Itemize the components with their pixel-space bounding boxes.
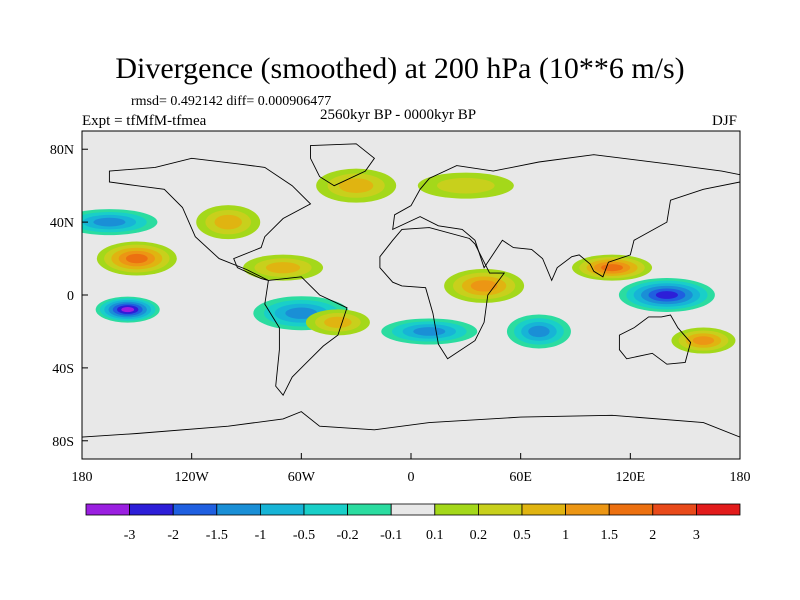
coastline-south-america (264, 276, 348, 397)
colorbar-box (129, 503, 174, 516)
colorbar-box (434, 503, 479, 516)
colorbar-box (303, 503, 348, 516)
coastline-eurasia (392, 154, 740, 282)
contour-fill (601, 264, 623, 272)
experiment-label: Expt = tfMfM-tfmea (82, 113, 207, 129)
colorbar: -3 -2 -1.5 -1 -0.5 -0.2 -0.1 0.1 0.2 0.5 1 1.5 2 3 (85, 503, 741, 543)
anomaly-region (316, 168, 397, 203)
colorbar-box (565, 503, 610, 516)
contour-fill (413, 327, 446, 336)
y-tick-label: 0 (67, 289, 74, 304)
contour-fill (692, 336, 715, 345)
colorbar-box (172, 503, 218, 516)
colorbar-label: -3 (124, 528, 136, 543)
coastline-africa (379, 227, 506, 360)
contour-fill (470, 280, 498, 292)
anomaly-region (618, 278, 715, 312)
colorbar-box (216, 503, 261, 516)
contour-fill (121, 306, 135, 313)
anomaly-region (196, 205, 261, 240)
colorbar-label: 1.5 (600, 528, 618, 543)
anomaly-region (417, 172, 514, 199)
contour-fill (285, 307, 318, 319)
coastline-greenland (310, 143, 376, 187)
anomaly-region (96, 241, 177, 276)
anomaly-region (671, 327, 736, 354)
x-tick-label: 60W (288, 470, 316, 485)
x-tick-label: 180 (730, 470, 751, 485)
colorbar-label: -0.1 (380, 528, 402, 543)
contour-fill (265, 262, 301, 274)
divergence-field (82, 168, 736, 354)
colorbar-label: 0.5 (513, 528, 531, 543)
x-tick-label: 120W (175, 470, 210, 485)
colorbar-label: -1.5 (206, 528, 228, 543)
colorbar-label: 0.2 (470, 528, 488, 543)
colorbar-label: -0.2 (337, 528, 359, 543)
coastline-australia (618, 314, 692, 365)
x-tick-label: 0 (408, 470, 415, 485)
colorbar-box (652, 503, 697, 516)
colorbar-label: 2 (649, 528, 656, 543)
x-axis: 180 120W 60W 0 60E 120E 180 (72, 453, 751, 485)
colorbar-box (477, 503, 523, 516)
anomaly-region (572, 254, 653, 281)
colorbar-box (390, 503, 436, 516)
anomaly-region (82, 209, 158, 236)
period-label: 2560kyr BP - 0000kyr BP (320, 107, 477, 123)
contour-fill (214, 214, 242, 230)
colorbar-label: 0.1 (426, 528, 444, 543)
colorbar-box (521, 503, 566, 516)
colorbar-box (608, 503, 654, 516)
coastline-antarctica (82, 411, 740, 438)
colorbar-label: -0.5 (293, 528, 315, 543)
contour-fill (655, 291, 678, 299)
anomaly-region (95, 296, 160, 323)
anomaly-region (444, 268, 525, 303)
colorbar-label: -2 (167, 528, 179, 543)
colorbar-label: -1 (255, 528, 267, 543)
colorbar-label: 1 (562, 528, 569, 543)
x-tick-label: 60E (509, 470, 532, 485)
colorbar-box (696, 503, 741, 516)
y-tick-label: 40S (52, 362, 74, 377)
anomaly-region (305, 309, 370, 336)
colorbar-label: 3 (693, 528, 700, 543)
contour-fill (339, 178, 374, 193)
contour-fill (125, 253, 148, 264)
anomaly-region (381, 318, 478, 345)
colorbar-box (85, 503, 130, 516)
season-label: DJF (712, 113, 738, 129)
y-axis: 80N 40N 0 40S 80S (50, 143, 88, 450)
y-tick-label: 40N (50, 216, 74, 231)
colorbar-box (259, 503, 305, 516)
colorbar-box (347, 503, 392, 516)
chart-title: Divergence (smoothed) at 200 hPa (10**6 … (115, 52, 685, 85)
contour-fill (93, 217, 126, 227)
stats-annotation: rmsd= 0.492142 diff= 0.000906477 (131, 94, 332, 109)
coastline-north-america (108, 157, 312, 281)
y-tick-label: 80N (50, 143, 74, 158)
anomaly-region (243, 254, 324, 281)
anomaly-region (506, 314, 571, 349)
y-tick-label: 80S (52, 435, 74, 450)
contour-fill (324, 316, 352, 328)
contour-fill (528, 325, 550, 338)
coastlines (82, 143, 740, 438)
contour-fill (437, 177, 495, 194)
x-tick-label: 120E (616, 470, 646, 485)
x-tick-label: 180 (72, 470, 93, 485)
